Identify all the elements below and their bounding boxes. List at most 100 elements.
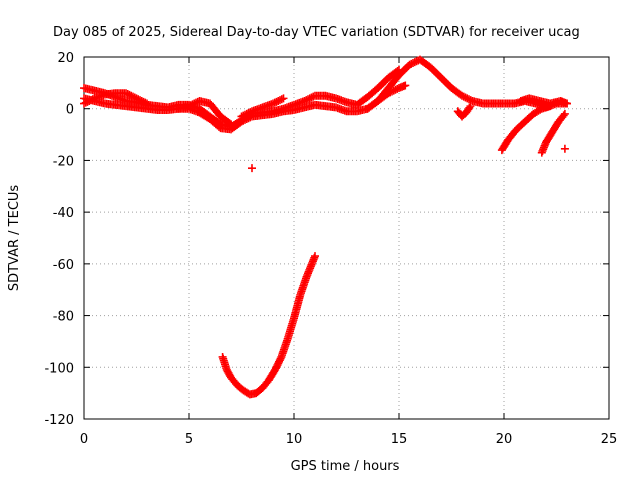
data-point bbox=[244, 109, 253, 118]
data-point bbox=[309, 92, 318, 101]
data-point bbox=[560, 109, 569, 118]
y-tick-label: 20 bbox=[57, 51, 74, 66]
y-tick-label: -60 bbox=[53, 258, 74, 273]
data-point bbox=[241, 110, 249, 119]
data-point bbox=[559, 111, 568, 120]
data-point bbox=[458, 91, 466, 100]
data-point bbox=[277, 95, 286, 104]
data-point bbox=[242, 109, 251, 118]
data-point bbox=[389, 86, 398, 95]
data-point bbox=[81, 98, 90, 107]
data-point bbox=[227, 120, 235, 129]
data-point bbox=[465, 103, 474, 112]
x-axis-label: GPS time / hours bbox=[291, 459, 400, 474]
data-point bbox=[409, 59, 417, 68]
y-tick-label: 0 bbox=[66, 103, 74, 118]
data-point bbox=[401, 81, 410, 90]
data-point bbox=[248, 164, 256, 173]
series-upper-band bbox=[80, 65, 403, 131]
data-point bbox=[88, 95, 97, 104]
x-tick-label: 5 bbox=[185, 432, 193, 447]
y-tick-label: -80 bbox=[53, 310, 74, 325]
data-point bbox=[192, 98, 200, 107]
data-point bbox=[466, 102, 475, 111]
y-tick-label: -120 bbox=[44, 413, 74, 428]
series-rise-22 bbox=[537, 109, 569, 157]
series-arc-21-23 bbox=[516, 94, 571, 108]
data-point bbox=[305, 94, 314, 103]
data-point bbox=[143, 99, 151, 108]
y-axis-label: SDTVAR / TECUs bbox=[7, 185, 22, 292]
data-point bbox=[225, 119, 234, 128]
data-point bbox=[395, 65, 403, 74]
data-point bbox=[279, 94, 288, 103]
series-dip-arc bbox=[218, 252, 319, 399]
series-arc-0-3 bbox=[80, 89, 151, 108]
data-points bbox=[80, 55, 571, 399]
series-arc-14-15.5 bbox=[363, 81, 410, 113]
data-point bbox=[237, 112, 246, 121]
data-point bbox=[410, 58, 419, 67]
data-point bbox=[137, 96, 146, 105]
series-arc-4-7 bbox=[174, 96, 235, 129]
data-point bbox=[386, 88, 395, 97]
data-point bbox=[246, 108, 255, 117]
x-tick-label: 20 bbox=[496, 432, 513, 447]
data-point bbox=[459, 92, 468, 101]
data-point bbox=[185, 102, 193, 111]
data-point bbox=[393, 67, 402, 76]
data-point bbox=[405, 60, 414, 69]
data-point bbox=[302, 96, 311, 105]
chart-title: Day 085 of 2025, Sidereal Day-to-day VTE… bbox=[53, 25, 580, 40]
data-point bbox=[276, 96, 284, 105]
data-point bbox=[87, 96, 95, 105]
data-point bbox=[546, 102, 555, 111]
data-point bbox=[122, 89, 130, 98]
data-point bbox=[384, 89, 393, 98]
data-point bbox=[127, 91, 136, 100]
data-point bbox=[190, 99, 199, 108]
data-point bbox=[307, 93, 316, 102]
y-tick-label: -100 bbox=[44, 361, 74, 376]
data-point bbox=[272, 97, 281, 106]
data-point bbox=[80, 99, 88, 108]
tick-labels: 0 5 10 15 20 25 -120 -100 -80 -60 -40 -20 0 20 bbox=[44, 51, 617, 447]
data-point bbox=[391, 85, 400, 94]
data-point bbox=[139, 97, 148, 106]
data-point bbox=[269, 99, 277, 108]
y-tick-label: -20 bbox=[53, 154, 74, 169]
data-point bbox=[85, 96, 94, 105]
data-point bbox=[130, 93, 139, 102]
data-point bbox=[125, 90, 134, 99]
series-isolated bbox=[248, 144, 569, 173]
data-point bbox=[188, 100, 197, 109]
data-point bbox=[134, 95, 143, 104]
x-tick-label: 10 bbox=[286, 432, 303, 447]
data-point bbox=[407, 59, 416, 68]
data-point bbox=[132, 94, 141, 103]
x-tick-label: 0 bbox=[80, 432, 88, 447]
grid bbox=[84, 57, 609, 419]
data-point bbox=[136, 96, 144, 105]
data-point bbox=[560, 144, 569, 153]
x-tick-label: 25 bbox=[601, 432, 618, 447]
y-tick-label: -40 bbox=[53, 206, 74, 221]
data-point bbox=[123, 90, 132, 99]
series-rise-20 bbox=[497, 102, 555, 155]
data-point bbox=[388, 87, 396, 96]
x-tick-label: 15 bbox=[391, 432, 408, 447]
data-point bbox=[186, 101, 195, 110]
series-arc-sink bbox=[453, 102, 475, 121]
data-point bbox=[300, 96, 309, 105]
data-point bbox=[141, 98, 150, 107]
data-point bbox=[465, 95, 473, 104]
data-point bbox=[274, 96, 283, 105]
plot-frame bbox=[83, 56, 610, 420]
series-arc-7.5-9.5 bbox=[237, 94, 288, 121]
data-point bbox=[463, 94, 472, 103]
data-point bbox=[270, 98, 279, 107]
data-point bbox=[83, 97, 92, 106]
data-point bbox=[461, 93, 470, 102]
data-point bbox=[563, 99, 571, 108]
